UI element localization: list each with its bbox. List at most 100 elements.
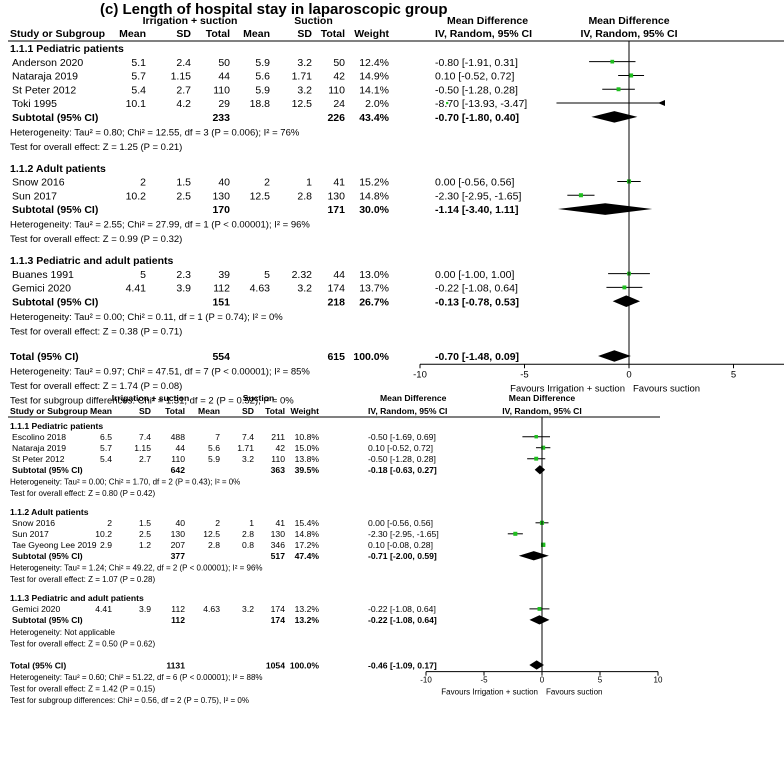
study-sd2: 2.32 — [292, 269, 313, 281]
favours-left-label: Favours Irrigation + suction — [510, 383, 625, 394]
study-weight: 13.0% — [359, 269, 389, 281]
study-mean2: 7 — [215, 432, 220, 442]
header-total2: Total — [321, 28, 345, 40]
subtotal-total2: 363 — [271, 465, 286, 475]
study-sd1: 2.4 — [176, 57, 191, 69]
study-name: Anderson 2020 — [12, 57, 83, 69]
header-mean2: Mean — [243, 28, 270, 40]
study-total1: 29 — [218, 98, 230, 110]
total-diamond — [529, 660, 544, 670]
study-total1: 44 — [175, 443, 185, 453]
header-total2: Total — [265, 406, 285, 416]
study-weight: 14.8% — [359, 190, 389, 202]
header-weight: Weight — [291, 406, 320, 416]
study-mean1: 10.2 — [95, 529, 112, 539]
study-mean2: 5.6 — [208, 443, 220, 453]
study-name: Nataraja 2019 — [12, 443, 66, 453]
total-label: Total (95% CI) — [10, 660, 66, 670]
study-sd1: 1.5 — [139, 518, 151, 528]
favours-right-label: Favours suction — [546, 688, 602, 697]
study-mean2: 18.8 — [250, 98, 271, 110]
subtotal-weight: 47.4% — [295, 551, 320, 561]
total-total1: 1131 — [166, 660, 185, 670]
header-weight: Weight — [354, 28, 389, 40]
study-mean1: 5.4 — [131, 84, 146, 96]
study-total2: 42 — [333, 71, 345, 83]
study-name: Snow 2016 — [12, 177, 65, 189]
study-name: Nataraja 2019 — [12, 71, 78, 83]
study-marker — [540, 542, 546, 547]
study-weight: 14.8% — [295, 529, 320, 539]
study-sd1: 2.5 — [139, 529, 151, 539]
header-study: Study or Subgroup — [10, 406, 88, 416]
study-sd2: 3.2 — [297, 57, 312, 69]
header-mean1: Mean — [90, 406, 112, 416]
study-weight: 15.4% — [295, 518, 320, 528]
header-plot-method: IV, Random, 95% CI — [502, 406, 581, 416]
study-ci: -0.22 [-1.08, 0.64] — [435, 283, 518, 295]
study-total1: 50 — [218, 57, 230, 69]
study-sd1: 1.15 — [134, 443, 151, 453]
study-mean1: 5.4 — [100, 454, 112, 464]
study-marker — [534, 434, 538, 439]
x-tick-label: 5 — [731, 369, 736, 380]
subtotal-total2: 517 — [271, 551, 286, 561]
x-tick-label: -10 — [420, 676, 432, 685]
study-name: Gemici 2020 — [12, 604, 60, 614]
study-weight: 13.7% — [359, 283, 389, 295]
subtotal-diamond — [518, 551, 549, 561]
x-tick-label: 0 — [540, 676, 545, 685]
total-overall-effect-text: Test for overall effect: Z = 1.74 (P = 0… — [10, 381, 182, 392]
subtotal-ci: -0.22 [-1.08, 0.64] — [368, 615, 437, 625]
subtotal-total2: 218 — [327, 296, 345, 308]
subtotal-weight: 13.2% — [295, 615, 320, 625]
subtotal-total1: 233 — [212, 112, 230, 124]
study-mean1: 6.5 — [100, 432, 112, 442]
header-plot-method: IV, Random, 95% CI — [580, 28, 677, 40]
study-sd2: 1.71 — [292, 71, 313, 83]
study-total1: 112 — [171, 604, 185, 614]
study-mean2: 2 — [264, 177, 270, 189]
study-name: Toki 1995 — [12, 98, 57, 110]
subtotal-total1: 377 — [171, 551, 186, 561]
study-total1: 110 — [171, 454, 185, 464]
study-mean1: 10.1 — [126, 98, 147, 110]
subtotal-total2: 171 — [327, 204, 345, 216]
study-sd2: 3.2 — [297, 84, 312, 96]
study-weight: 12.4% — [359, 57, 389, 69]
subtotal-total1: 170 — [212, 204, 230, 216]
subtotal-diamond — [591, 111, 638, 123]
subtotal-label: Subtotal (95% CI) — [12, 112, 98, 124]
study-mean2: 4.63 — [250, 283, 271, 295]
study-weight: 13.8% — [295, 454, 320, 464]
study-total2: 41 — [333, 177, 345, 189]
study-name: Sun 2017 — [12, 190, 57, 202]
study-sd1: 1.5 — [176, 177, 191, 189]
chart-title: (c) Length of hospital stay in laparosco… — [100, 1, 448, 18]
study-total2: 110 — [328, 84, 345, 96]
total-overall-effect-text: Test for overall effect: Z = 1.42 (P = 0… — [10, 684, 155, 693]
header-method: IV, Random, 95% CI — [435, 28, 532, 40]
study-mean1: 2 — [140, 177, 146, 189]
study-total2: 130 — [271, 529, 286, 539]
study-total1: 130 — [212, 190, 230, 202]
study-sd2: 1.71 — [237, 443, 254, 453]
heterogeneity-text: Heterogeneity: Tau² = 0.00; Chi² = 1.70,… — [10, 478, 240, 487]
study-weight: 15.0% — [295, 443, 320, 453]
study-mean2: 5 — [264, 269, 270, 281]
header-mean-difference: Mean Difference — [380, 393, 447, 403]
total-heterogeneity-text: Heterogeneity: Tau² = 0.97; Chi² = 47.51… — [10, 367, 310, 378]
header-total1: Total — [165, 406, 185, 416]
study-weight: 15.2% — [359, 177, 389, 189]
header-sd2: SD — [242, 406, 254, 416]
subtotal-ci: -0.13 [-0.78, 0.53] — [435, 296, 519, 308]
study-weight: 2.0% — [365, 98, 389, 110]
subtotal-label: Subtotal (95% CI) — [12, 296, 98, 308]
study-sd2: 3.2 — [242, 454, 254, 464]
subtotal-total1: 642 — [171, 465, 186, 475]
study-marker — [629, 73, 634, 78]
study-marker — [513, 531, 518, 536]
study-weight: 14.1% — [359, 84, 389, 96]
subtotal-weight: 30.0% — [359, 204, 389, 216]
